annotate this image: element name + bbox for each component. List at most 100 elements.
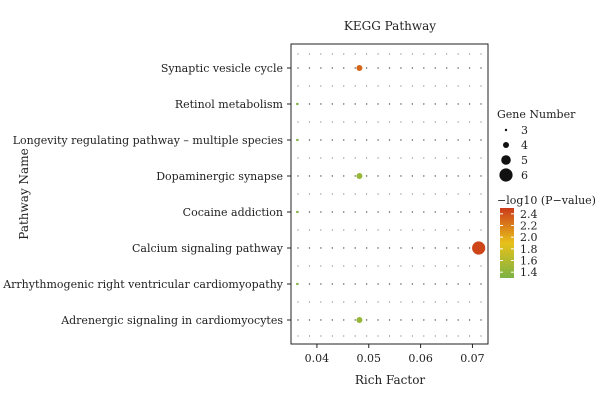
grid-dot xyxy=(400,335,402,337)
grid-dot xyxy=(320,193,322,195)
grid-dot xyxy=(400,67,402,69)
grid-dot xyxy=(320,67,322,69)
grid-dot xyxy=(343,175,345,177)
grid-dot xyxy=(297,319,299,321)
grid-dot xyxy=(388,53,391,55)
grid-dot xyxy=(308,229,311,231)
grid-dot xyxy=(445,67,448,69)
grid-dot xyxy=(297,175,299,177)
grid-dot xyxy=(468,283,471,285)
grid-dot xyxy=(446,335,448,337)
grid-dot xyxy=(388,211,391,213)
grid-dot xyxy=(468,175,471,177)
grid-dot xyxy=(320,103,322,105)
grid-dot xyxy=(343,229,345,231)
gene-number-legend: Gene Number 3 4 5 6 xyxy=(497,108,576,182)
x-tick-label: 0.06 xyxy=(408,352,433,365)
grid-dot xyxy=(366,265,368,267)
grid-dot xyxy=(446,121,448,123)
bubble xyxy=(296,210,299,214)
grid-dot xyxy=(388,247,391,249)
grid-dot xyxy=(423,229,425,231)
x-axis-title: Rich Factor xyxy=(355,373,426,387)
grid-dot xyxy=(411,229,413,231)
bubble xyxy=(296,102,299,106)
grid-dot xyxy=(457,121,459,123)
grid-dot xyxy=(354,121,356,123)
grid-dot xyxy=(445,175,448,177)
grid-dot xyxy=(480,229,482,231)
grid-dot xyxy=(377,319,379,321)
size-legend-label: 3 xyxy=(521,124,528,137)
grid-dot xyxy=(354,319,356,321)
grid-dot xyxy=(297,193,299,195)
size-legend-label: 6 xyxy=(521,169,528,182)
grid-dot xyxy=(320,247,322,249)
grid-dot xyxy=(400,247,402,249)
grid-dot xyxy=(411,211,414,213)
x-tick-label: 0.05 xyxy=(357,352,382,365)
chart-title: KEGG Pathway xyxy=(344,19,436,33)
grid-dot xyxy=(297,265,299,267)
grid-dot xyxy=(365,67,368,69)
colorbar-label: 1.4 xyxy=(520,266,538,279)
grid-dot xyxy=(457,175,459,177)
grid-dot xyxy=(411,193,413,195)
bubble xyxy=(296,282,299,286)
grid-dot xyxy=(388,175,391,177)
grid-dot xyxy=(400,211,402,213)
grid-dot xyxy=(457,53,459,55)
grid-dot xyxy=(343,103,345,105)
grid-dot xyxy=(308,121,311,123)
grid-dot xyxy=(480,193,482,195)
grid-dot xyxy=(354,283,356,285)
grid-dot xyxy=(388,319,391,321)
grid-dot xyxy=(468,67,471,69)
grid-dot xyxy=(400,103,402,105)
grid-dot xyxy=(331,193,333,195)
grid-dot xyxy=(411,175,414,177)
colorbar-label: 2.0 xyxy=(520,231,538,244)
grid-dot xyxy=(468,103,471,105)
grid-dot xyxy=(446,229,448,231)
grid-dot xyxy=(343,283,345,285)
grid-dot xyxy=(468,247,471,249)
bubble xyxy=(356,65,363,71)
grid-dot xyxy=(331,139,334,141)
grid-dot xyxy=(480,139,482,141)
grid-dot xyxy=(400,85,402,87)
grid-dot xyxy=(331,175,334,177)
grid-dot xyxy=(400,121,402,123)
grid-dot xyxy=(468,157,471,159)
grid-dot xyxy=(297,157,299,159)
grid-dot xyxy=(331,265,333,267)
grid-dot xyxy=(423,211,425,213)
grid-dot xyxy=(297,229,299,231)
y-axis-title: Pathway Name xyxy=(17,148,31,239)
grid-dot xyxy=(320,319,322,321)
grid-dot xyxy=(377,229,379,231)
grid-dot xyxy=(423,139,425,141)
plot-panel xyxy=(290,43,489,345)
grid-dot xyxy=(434,175,436,177)
grid-dot xyxy=(457,335,459,337)
grid-dot xyxy=(480,265,482,267)
grid-dot xyxy=(354,229,356,231)
grid-dot xyxy=(388,85,391,87)
grid-dot xyxy=(343,53,345,55)
grid-dot xyxy=(377,53,379,55)
grid-dot xyxy=(308,265,311,267)
grid-dot xyxy=(343,301,345,303)
grid-dot xyxy=(377,157,379,159)
grid-dot xyxy=(434,265,436,267)
grid-dot xyxy=(331,211,334,213)
grid-dot xyxy=(457,247,459,249)
grid-dot xyxy=(434,121,436,123)
size-legend-label: 5 xyxy=(521,154,528,167)
grid-dot xyxy=(423,335,425,337)
grid-dot xyxy=(411,139,414,141)
grid-dot xyxy=(331,67,334,69)
grid-dot xyxy=(297,121,299,123)
grid-dot xyxy=(400,229,402,231)
grid-dot xyxy=(434,247,436,249)
